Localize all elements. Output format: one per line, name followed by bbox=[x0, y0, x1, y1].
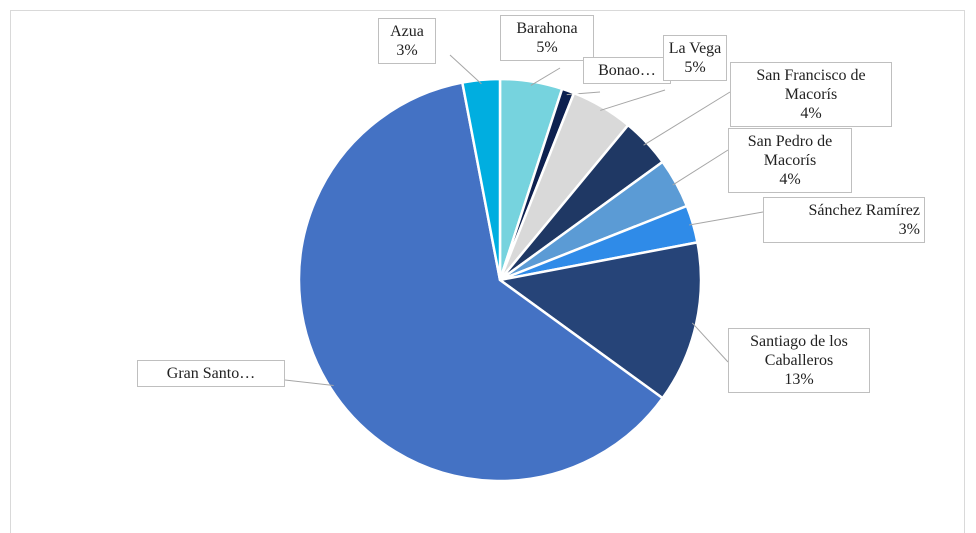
category-label: Gran Santo… bbox=[166, 365, 256, 382]
value-label: 3% bbox=[396, 42, 418, 59]
leader-line bbox=[600, 89, 666, 111]
category-label: La Vega bbox=[668, 40, 722, 57]
data-label: Barahona 5% bbox=[500, 15, 594, 61]
value-label: 4% bbox=[779, 171, 801, 188]
chart-frame bbox=[10, 10, 965, 533]
category-label: San Francisco de Macorís bbox=[756, 67, 866, 103]
leader-line bbox=[449, 54, 482, 85]
category-label: Bonao… bbox=[598, 62, 656, 79]
category-label: Santiago de los Caballeros bbox=[750, 333, 848, 369]
pie-slice bbox=[496, 240, 703, 400]
leader-line bbox=[691, 322, 729, 363]
data-label: Bonao… bbox=[583, 57, 671, 84]
value-label: 13% bbox=[784, 371, 814, 388]
category-label: Sánchez Ramírez bbox=[808, 202, 921, 219]
pie-slice bbox=[297, 81, 665, 483]
value-label: 3% bbox=[898, 221, 920, 238]
data-label: Gran Santo… bbox=[137, 360, 285, 387]
value-label: 5% bbox=[684, 59, 706, 76]
category-label: Barahona bbox=[516, 20, 578, 37]
leader-line bbox=[530, 67, 561, 86]
value-label: 4% bbox=[800, 105, 822, 122]
leader-line bbox=[643, 91, 731, 146]
value-label: 5% bbox=[536, 39, 558, 56]
data-label: Sánchez Ramírez 3% bbox=[763, 197, 925, 243]
data-label: San Francisco de Macorís 4% bbox=[730, 62, 892, 127]
pie-slice bbox=[460, 77, 502, 281]
data-label: La Vega 5% bbox=[663, 35, 727, 81]
leader-line bbox=[689, 211, 764, 226]
leader-line bbox=[284, 379, 334, 387]
data-label: Santiago de los Caballeros 13% bbox=[728, 328, 870, 393]
category-label: Azua bbox=[390, 23, 424, 40]
data-label: Azua 3% bbox=[378, 18, 436, 64]
leader-line bbox=[672, 149, 729, 186]
data-label: San Pedro de Macorís 4% bbox=[728, 128, 852, 193]
category-label: San Pedro de Macorís bbox=[747, 133, 833, 169]
